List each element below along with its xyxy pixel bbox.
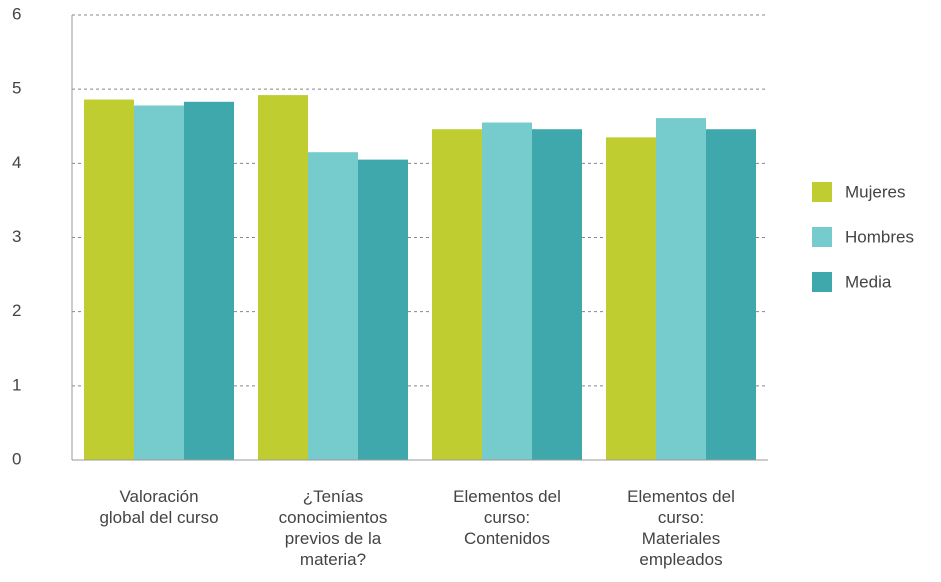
bar (606, 137, 656, 460)
y-tick-label: 2 (12, 301, 21, 320)
legend-swatch (812, 272, 832, 292)
bar (258, 95, 308, 460)
y-tick-label: 1 (12, 375, 21, 394)
x-tick-label: Elementos del curso: Materiales empleado… (627, 487, 735, 569)
bar (308, 152, 358, 461)
y-tick-label: 5 (12, 79, 21, 98)
y-tick-label: 3 (12, 227, 21, 246)
bar (432, 129, 482, 460)
legend-label: Mujeres (845, 182, 905, 201)
y-tick-label: 0 (12, 449, 21, 468)
legend-swatch (812, 227, 832, 247)
legend-label: Hombres (845, 227, 914, 246)
bar (84, 99, 134, 461)
bar (482, 122, 532, 461)
bar (532, 129, 582, 460)
bar (184, 101, 234, 461)
legend-label: Media (845, 272, 892, 291)
x-tick-label: Elementos del curso: Contenidos (453, 487, 561, 548)
bar (134, 105, 184, 460)
y-tick-label: 6 (12, 4, 21, 23)
legend-swatch (812, 182, 832, 202)
y-tick-label: 4 (12, 153, 21, 172)
bar (358, 159, 408, 460)
bar (706, 129, 756, 460)
x-tick-label: ¿Tenías conocimientos previos de la mate… (278, 487, 388, 569)
bar (656, 118, 706, 460)
x-tick-label: Valoración global del curso (99, 487, 219, 527)
